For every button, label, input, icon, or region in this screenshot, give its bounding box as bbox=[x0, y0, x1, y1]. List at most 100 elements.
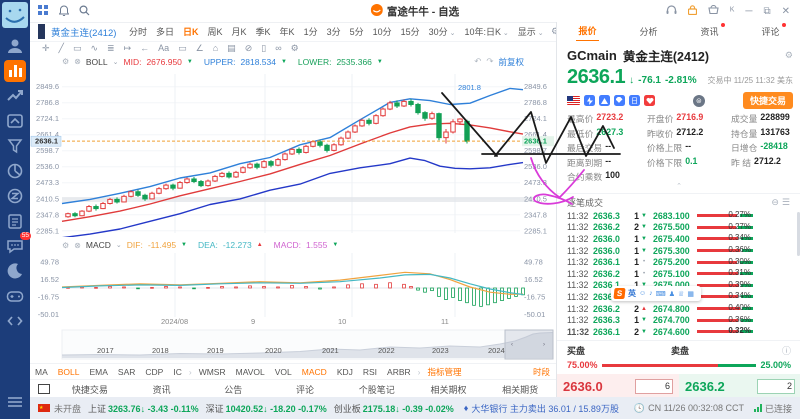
store-icon[interactable] bbox=[708, 4, 719, 17]
trade-row[interactable]: 11:32 2636.1 1▼ 2675.000 0.39% bbox=[567, 280, 800, 292]
indicator-tab-CDP[interactable]: CDP bbox=[145, 367, 164, 377]
tick-collapse-icon[interactable]: ⊖ bbox=[771, 197, 782, 207]
gear-icon[interactable]: ⚙ bbox=[290, 42, 299, 53]
notifications-bell-icon[interactable] bbox=[58, 5, 70, 18]
tick-list-icon[interactable]: ☰ bbox=[781, 197, 793, 207]
index-上证[interactable]: 上证 3263.76↓ -3.43 -0.11% bbox=[88, 402, 199, 415]
barrage-icon[interactable]: ⊜ bbox=[692, 94, 705, 107]
index-创业板[interactable]: 创业板 2175.18↓ -0.39 -0.02% bbox=[334, 402, 454, 415]
support-headset-icon[interactable] bbox=[666, 4, 677, 18]
wave-icon[interactable]: ∿ bbox=[90, 42, 99, 53]
boll-name[interactable]: BOLL bbox=[85, 56, 108, 67]
ask-quote[interactable]: 2636.2 2 bbox=[679, 374, 800, 397]
trade-row[interactable]: 11:32 2636.0 1 ▼ 2675.300 0.36% bbox=[567, 245, 800, 257]
indicator-tab-ARBR[interactable]: ARBR bbox=[387, 367, 411, 377]
index-深证[interactable]: 深证 10420.52↓ -18.20 -0.17% bbox=[206, 402, 327, 415]
contacts-icon[interactable]: ♟ bbox=[668, 290, 676, 298]
input-method-bar[interactable]: S 英 ☺ ♪ ⌨ ♟ ♕ ▦ bbox=[611, 286, 701, 301]
keyboard-icon[interactable]: ⌨ bbox=[655, 290, 666, 298]
measure-icon[interactable]: ↦ bbox=[123, 42, 132, 53]
scanner-icon[interactable] bbox=[4, 135, 26, 157]
pie-icon[interactable] bbox=[4, 160, 26, 182]
trade-row[interactable]: 11:32 2636.1 2 ▼ 2674.600 0.32% bbox=[567, 326, 800, 338]
indicator-tab-BOLL[interactable]: BOLL bbox=[57, 367, 80, 377]
ime-language-toggle[interactable]: 英 bbox=[628, 289, 636, 298]
trade-icon[interactable] bbox=[4, 110, 26, 132]
panel-tab-资讯[interactable]: 资讯 bbox=[698, 22, 725, 41]
info-icon[interactable]: ⓘ bbox=[781, 346, 791, 356]
boll-settings-icon[interactable]: ⚙ bbox=[62, 57, 70, 66]
trade-row[interactable]: 11:32 2636.2 2 ▼ 2675.500 0.27% bbox=[567, 222, 800, 234]
scrollbar[interactable] bbox=[797, 212, 800, 256]
bottom-tab-资讯[interactable]: 资讯 bbox=[152, 384, 171, 395]
period-tab-周K[interactable]: 周K bbox=[207, 27, 223, 37]
panel-tab-评论[interactable]: 评论 bbox=[759, 22, 786, 41]
period-tab-显示[interactable]: 显示 ⌄ bbox=[517, 27, 544, 37]
trendline-icon[interactable]: ╱ bbox=[58, 42, 64, 53]
trash-icon[interactable]: ▯ bbox=[261, 42, 267, 53]
session-tab[interactable]: 时段 bbox=[532, 367, 550, 377]
panel-window-icon[interactable] bbox=[38, 384, 50, 394]
period-tab-10年:日K[interactable]: 10年:日K ⌄ bbox=[464, 27, 509, 37]
period-tab-30分[interactable]: 30分 ⌄ bbox=[428, 27, 456, 37]
bottom-tab-快捷交易[interactable]: 快捷交易 bbox=[71, 384, 108, 395]
emoji-icon[interactable]: ☺ bbox=[639, 289, 647, 297]
move-icon[interactable]: ✛ bbox=[42, 42, 50, 53]
symbol-tab[interactable]: 黄金主连(2412) bbox=[51, 27, 117, 39]
period-tab-日K[interactable]: 日K bbox=[183, 27, 199, 37]
fib-icon[interactable]: ≣ bbox=[107, 42, 115, 53]
tag-icon[interactable] bbox=[614, 95, 625, 106]
indicator-manage-tab[interactable]: 指标管理 bbox=[427, 367, 462, 377]
game-icon[interactable] bbox=[4, 285, 26, 307]
news-icon[interactable] bbox=[4, 210, 26, 232]
indicator-tab-MA[interactable]: MA bbox=[35, 367, 48, 377]
macd-settings-icon[interactable]: ⚙ bbox=[62, 240, 70, 250]
bottom-tab-评论[interactable]: 评论 bbox=[296, 384, 315, 395]
quote-settings-gear-icon[interactable]: ⚙ bbox=[784, 50, 793, 60]
indicator-tab-WMSR[interactable]: WMSR bbox=[198, 367, 226, 377]
rect-icon[interactable]: ▭ bbox=[72, 42, 82, 53]
trade-row[interactable]: 11:32 2636.3 1 ▼ 2683.100 0.27% bbox=[567, 210, 800, 222]
indicator-tab-EMA[interactable]: EMA bbox=[89, 367, 108, 377]
indicator-tab-KDJ[interactable]: KDJ bbox=[336, 367, 353, 377]
comment-icon[interactable]: ▭ bbox=[178, 42, 187, 53]
futu-logo[interactable] bbox=[2, 2, 28, 28]
close-button[interactable]: ✕ bbox=[781, 5, 790, 17]
circle-z-icon[interactable] bbox=[4, 185, 26, 207]
period-tab-年K[interactable]: 年K bbox=[279, 27, 295, 37]
toolbox-icon[interactable]: ▦ bbox=[687, 290, 694, 298]
trade-row[interactable]: 11:32 2636.2 1 • 2675.100 0.31% bbox=[567, 268, 800, 280]
code-icon[interactable] bbox=[4, 310, 26, 332]
macd-chart[interactable]: 49.78 49.78 16.52 16.52 -16.75 -16.75 -50.01 -5… bbox=[30, 253, 556, 317]
hamburger-menu-icon[interactable] bbox=[4, 391, 26, 413]
bid-quote[interactable]: 2636.0 6 bbox=[557, 374, 679, 397]
trend-icon[interactable] bbox=[4, 85, 26, 107]
indicator-tab-RSI[interactable]: RSI bbox=[362, 367, 378, 377]
panel-tab-报价[interactable]: 报价 bbox=[576, 22, 599, 42]
more-icon[interactable]: › bbox=[417, 367, 421, 377]
lightning-icon[interactable] bbox=[584, 95, 595, 106]
calendar-icon[interactable]: 日 bbox=[629, 95, 640, 106]
period-tab-多日[interactable]: 多日 bbox=[155, 27, 174, 37]
period-tab-3分[interactable]: 3分 bbox=[326, 27, 341, 37]
period-tab-季K[interactable]: 季K bbox=[255, 27, 271, 37]
indicator-tab-SAR[interactable]: SAR bbox=[117, 367, 136, 377]
bottom-tab-公告[interactable]: 公告 bbox=[224, 384, 243, 395]
search-icon[interactable] bbox=[79, 4, 90, 18]
period-tab-分时[interactable]: 分时 bbox=[128, 27, 147, 37]
indicator-tab-VOL[interactable]: VOL bbox=[274, 367, 292, 377]
bottom-tab-相关期货[interactable]: 相关期货 bbox=[502, 384, 539, 395]
macd-name[interactable]: MACD bbox=[85, 240, 111, 250]
arrow-icon[interactable]: ← bbox=[140, 43, 150, 53]
period-tab-月K[interactable]: 月K bbox=[231, 27, 247, 37]
footer-ticker[interactable]: 大华银行 主力卖出 36.01 / 15.89万股 bbox=[471, 403, 619, 414]
period-tab-5分[interactable]: 5分 bbox=[349, 27, 364, 37]
watchlist-grid-icon[interactable] bbox=[38, 4, 49, 18]
redo-icon[interactable]: ↷ bbox=[486, 56, 494, 66]
bottom-tab-相关期权[interactable]: 相关期权 bbox=[430, 384, 467, 395]
more-icon[interactable]: › bbox=[188, 367, 192, 377]
indicator-tab-MAVOL[interactable]: MAVOL bbox=[235, 367, 265, 377]
angle-icon[interactable]: ∠ bbox=[195, 42, 204, 53]
moon-icon[interactable] bbox=[4, 260, 26, 282]
home-icon[interactable]: ⌂ bbox=[212, 43, 219, 53]
